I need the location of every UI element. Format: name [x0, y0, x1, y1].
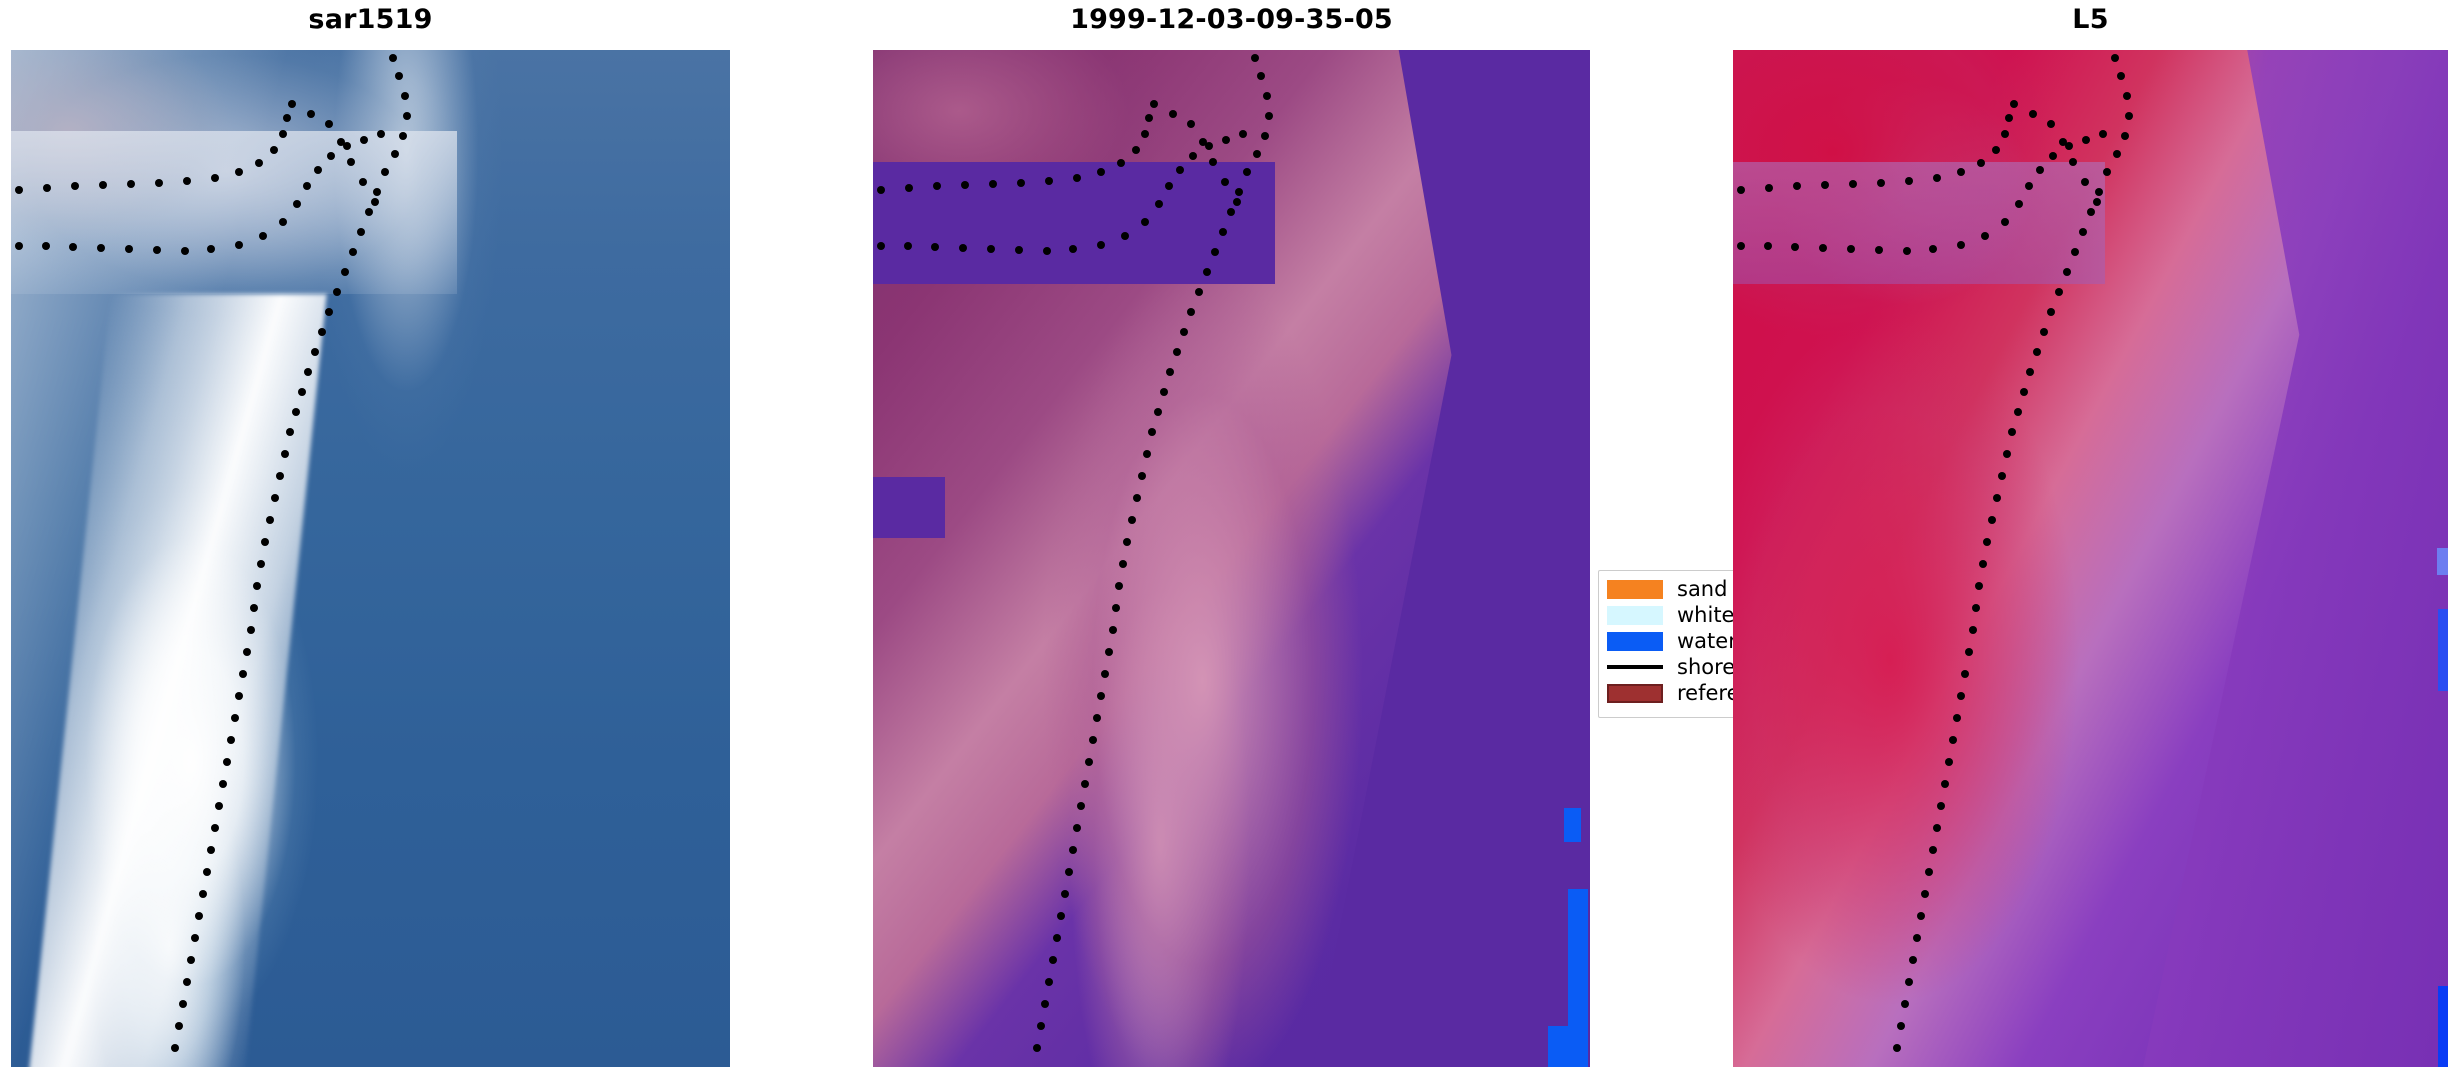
- legend-item-water: water: [1607, 628, 1733, 654]
- legend-label-water: water: [1677, 628, 1733, 653]
- classification-lagoon-region: [873, 161, 1275, 284]
- panel-title-classification: 1999-12-03-09-35-05: [1070, 4, 1393, 35]
- panel-sar-image: [11, 50, 730, 1067]
- legend-label-shoreline: shoreline: [1677, 654, 1733, 679]
- whitewater-swatch: [1607, 605, 1663, 625]
- water-pixel-patch-c: [1548, 1026, 1588, 1067]
- legend-item-reference: reference: [1607, 680, 1733, 706]
- sar-bright-band: [11, 131, 457, 295]
- l5-water-pixel-a: [2436, 548, 2448, 575]
- l5-lagoon-region: [1733, 161, 2105, 284]
- panel-l5-image: [1733, 50, 2448, 1067]
- panel-title-sar: sar1519: [308, 4, 433, 35]
- panel-title-l5: L5: [2072, 4, 2109, 35]
- water-swatch: [1607, 631, 1663, 651]
- l5-water-pixel-c: [2438, 985, 2448, 1067]
- shoreline-line-sample: [1607, 665, 1663, 669]
- legend-label-reference: reference: [1677, 680, 1733, 705]
- l5-water-pixel-b: [2438, 609, 2448, 691]
- classification-inlet-region: [873, 477, 945, 539]
- reference-swatch: [1607, 683, 1663, 703]
- shoreline-overlay-sar: [15, 54, 411, 1052]
- legend-item-shoreline: shoreline: [1607, 654, 1733, 680]
- legend-label-sand: sand: [1677, 576, 1728, 601]
- sand-swatch: [1607, 579, 1663, 599]
- water-pixel-patch-b: [1567, 889, 1588, 1032]
- water-pixel-patch-a: [1564, 807, 1582, 843]
- shoreline-overlay-l5: [1737, 54, 2133, 1052]
- shoreline-overlay-classification: [877, 54, 1273, 1052]
- panel-classification-image: [873, 50, 1590, 1067]
- legend-item-sand: sand: [1607, 576, 1733, 602]
